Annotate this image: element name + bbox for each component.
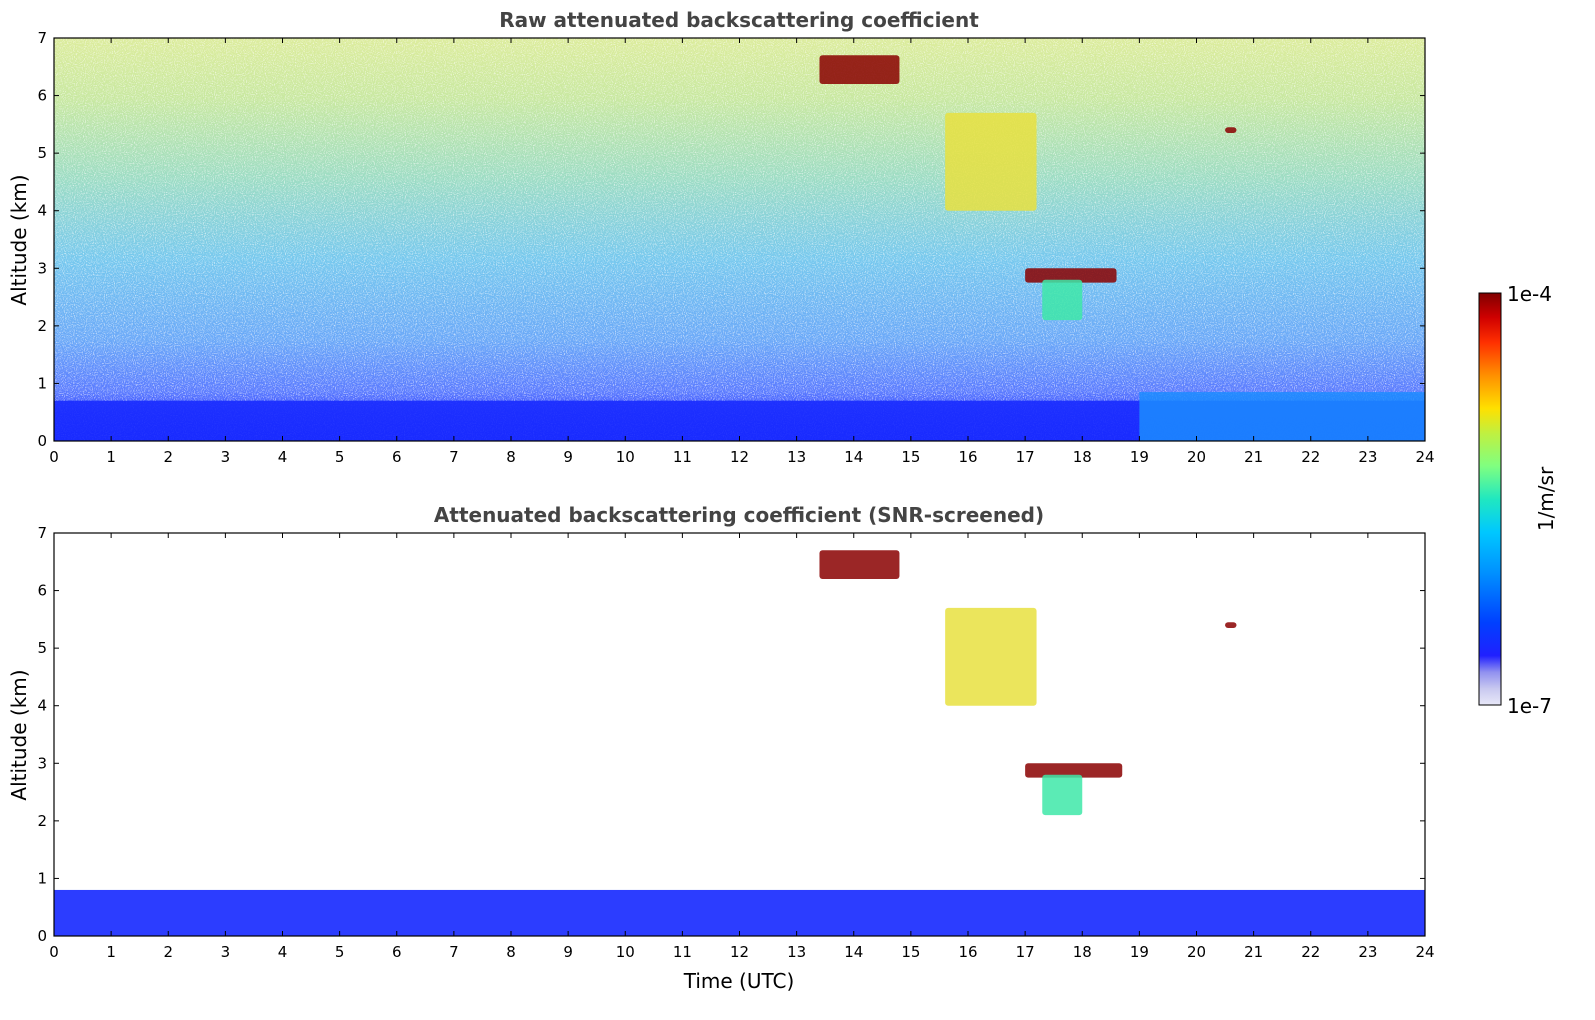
panel-screened-xtick-label: 10 <box>616 943 635 961</box>
panel-raw-ticks: 0 1 2 3 4 5 6 7 8 9 10 11 12 13 14 15 16 17 18 19 20 21 22 23 24… <box>37 29 1434 466</box>
panel-screened-xtick-label: 8 <box>506 943 516 961</box>
panel-screened-xtick-label: 22 <box>1301 943 1320 961</box>
panel-raw-noise-speckle <box>54 38 1425 441</box>
panel-screened-feature-mid-level-cloud <box>945 607 1037 706</box>
panel-screened-xtick-label: 18 <box>1073 943 1092 961</box>
panel-screened-xtick-label: 13 <box>787 943 806 961</box>
panel-raw-xtick-label: 10 <box>616 448 635 466</box>
panel-screened-ytick-label: 1 <box>37 869 47 887</box>
panel-raw-xtick-label: 3 <box>221 448 231 466</box>
panel-raw-ytick-label: 1 <box>37 374 47 392</box>
panel-raw-xtick-label: 4 <box>278 448 288 466</box>
panel-screened-ylabel: Altitude (km) <box>7 669 31 800</box>
panel-screened-xtick-label: 5 <box>335 943 345 961</box>
panel-screened-xtick-label: 21 <box>1244 943 1263 961</box>
panel-raw-xtick-label: 17 <box>1016 448 1035 466</box>
panel-raw-xtick-label: 0 <box>49 448 59 466</box>
panel-raw-xtick-label: 23 <box>1358 448 1377 466</box>
panel-screened-feature-boundary-layer <box>54 889 1425 936</box>
panel-screened-ytick-label: 6 <box>37 582 47 600</box>
panel-raw-feature-precipitation-virga <box>1042 279 1083 321</box>
panel-screened-xtick-label: 23 <box>1358 943 1377 961</box>
colorbar: 1e-4 1e-7 1/m/sr <box>1478 282 1558 718</box>
panel-raw-xtick-label: 12 <box>730 448 749 466</box>
panel-screened: Attenuated backscattering coefficient (S… <box>7 503 1435 993</box>
panel-raw-xtick-label: 11 <box>673 448 692 466</box>
panel-screened-ytick-label: 0 <box>37 927 47 945</box>
panel-raw-title: Raw attenuated backscattering coefficien… <box>499 8 979 32</box>
panel-screened-title: Attenuated backscattering coefficient (S… <box>434 503 1044 527</box>
panel-screened-xtick-label: 9 <box>563 943 573 961</box>
panel-screened-xtick-label: 0 <box>49 943 59 961</box>
panel-screened-xtick-label: 20 <box>1187 943 1206 961</box>
panel-raw-feature-high-cloud <box>819 55 900 85</box>
panel-raw-xtick-label: 19 <box>1130 448 1149 466</box>
colorbar-gradient <box>1478 292 1502 706</box>
panel-screened-ytick-label: 2 <box>37 812 47 830</box>
panel-screened-xtick-label: 16 <box>958 943 977 961</box>
panel-raw-xtick-label: 16 <box>958 448 977 466</box>
panel-screened-ytick-label: 3 <box>37 754 47 772</box>
panel-raw-xtick-label: 6 <box>392 448 402 466</box>
panel-screened-xtick-label: 6 <box>392 943 402 961</box>
panel-raw-ytick-label: 3 <box>37 259 47 277</box>
panel-screened-ticks: 0 1 2 3 4 5 6 7 8 9 10 11 12 13 14 15 16 17 18 19 20 21 22 23 24… <box>37 524 1434 961</box>
panel-screened-xtick-label: 12 <box>730 943 749 961</box>
panel-raw-xtick-label: 15 <box>901 448 920 466</box>
panel-screened-xtick-label: 19 <box>1130 943 1149 961</box>
panel-raw: Raw attenuated backscattering coefficien… <box>7 8 1435 466</box>
panel-raw-feature-elevated-aerosol-layer <box>1139 392 1425 441</box>
panel-raw-ytick-label: 6 <box>37 87 47 105</box>
panel-screened-xtick-label: 4 <box>278 943 288 961</box>
panel-raw-xtick-label: 14 <box>844 448 863 466</box>
panel-raw-ytick-label: 4 <box>37 202 47 220</box>
panel-screened-background <box>54 533 1425 936</box>
colorbar-min-label: 1e-7 <box>1507 694 1552 718</box>
panel-raw-xtick-label: 5 <box>335 448 345 466</box>
panel-screened-marks <box>54 533 1425 936</box>
panel-screened-feature-precipitation-virga <box>1042 774 1083 816</box>
panel-screened-xtick-label: 17 <box>1016 943 1035 961</box>
panel-raw-ytick-label: 5 <box>37 144 47 162</box>
panel-screened-xtick-label: 14 <box>844 943 863 961</box>
panel-screened-xtick-label: 24 <box>1415 943 1434 961</box>
panel-raw-ytick-label: 2 <box>37 317 47 335</box>
panel-screened-ytick-label: 4 <box>37 697 47 715</box>
panel-raw-feature-small-cloud <box>1225 127 1237 133</box>
panel-raw-xtick-label: 24 <box>1415 448 1434 466</box>
panel-raw-xtick-label: 22 <box>1301 448 1320 466</box>
colorbar-unit-label: 1/m/sr <box>1534 466 1558 531</box>
panel-raw-xtick-label: 9 <box>563 448 573 466</box>
panel-screened-xtick-label: 7 <box>449 943 459 961</box>
panel-raw-ytick-label: 0 <box>37 432 47 450</box>
panel-screened-xtick-label: 3 <box>221 943 231 961</box>
panel-screened-xlabel: Time (UTC) <box>683 969 795 993</box>
panel-screened-feature-cloud-top <box>1025 763 1123 778</box>
panel-raw-xtick-label: 21 <box>1244 448 1263 466</box>
panel-raw-xtick-label: 18 <box>1073 448 1092 466</box>
panel-raw-marks <box>54 38 1425 441</box>
panel-raw-ytick-label: 7 <box>37 29 47 47</box>
panel-screened-xtick-label: 1 <box>106 943 116 961</box>
panel-screened-feature-high-cloud <box>819 550 900 580</box>
panel-raw-xtick-label: 20 <box>1187 448 1206 466</box>
panel-raw-xtick-label: 7 <box>449 448 459 466</box>
panel-screened-ytick-label: 7 <box>37 524 47 542</box>
panel-raw-xtick-label: 8 <box>506 448 516 466</box>
panel-raw-xtick-label: 13 <box>787 448 806 466</box>
panel-raw-xtick-label: 2 <box>163 448 173 466</box>
panel-raw-feature-mid-level-cloud <box>945 112 1037 211</box>
panel-raw-ylabel: Altitude (km) <box>7 174 31 305</box>
panel-screened-ytick-label: 5 <box>37 639 47 657</box>
panel-raw-xtick-label: 1 <box>106 448 116 466</box>
panel-screened-xtick-label: 15 <box>901 943 920 961</box>
panel-screened-xtick-label: 11 <box>673 943 692 961</box>
colorbar-max-label: 1e-4 <box>1507 282 1552 306</box>
panel-raw-feature-cloud-top <box>1025 268 1117 283</box>
panel-screened-feature-small-cloud <box>1225 622 1237 628</box>
panel-screened-xtick-label: 2 <box>163 943 173 961</box>
